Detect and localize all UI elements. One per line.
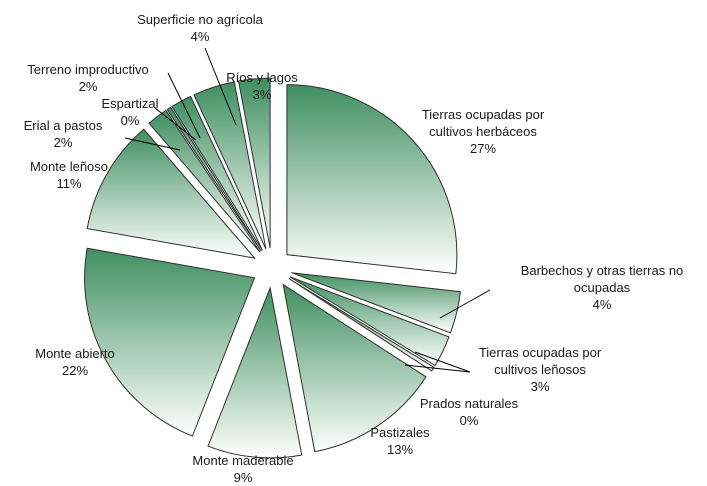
pie-slice xyxy=(148,109,261,253)
slice-percent: 0% xyxy=(121,113,140,128)
pie-slice xyxy=(166,106,262,252)
slice-percent: 3% xyxy=(253,87,272,102)
slice-label: Barbechos y otras tierras no ocupadas 4% xyxy=(521,263,684,312)
leader-line xyxy=(404,364,471,373)
leader-line xyxy=(167,72,201,139)
slice-name: Monte maderable xyxy=(192,453,293,468)
pie-slice xyxy=(207,286,303,459)
slice-label: Monte leñoso 11% xyxy=(30,159,108,191)
slice-name: Monte leñoso xyxy=(30,159,108,174)
slice-label: Tierras ocupadas por cultivos herbáceos 27… xyxy=(422,107,545,156)
leader-line xyxy=(414,351,471,373)
slice-label: Monte abierto 22% xyxy=(35,346,115,378)
slice-name: Barbechos y otras tierras no xyxy=(521,263,684,278)
pie-slices xyxy=(84,77,461,459)
slice-name: Pastizales xyxy=(370,425,430,440)
slice-label: Erial a pastos 2% xyxy=(24,118,103,150)
slice-percent: 0% xyxy=(460,413,479,428)
pie-slice xyxy=(86,128,256,259)
pie-slice xyxy=(291,272,461,334)
slice-name: ocupadas xyxy=(574,280,631,295)
slice-percent: 27% xyxy=(470,141,496,156)
slice-label: Espartizal 0% xyxy=(101,96,158,128)
pie-slice xyxy=(288,278,435,372)
pie-slice xyxy=(193,81,267,250)
slice-label: Prados naturales 0% xyxy=(420,396,519,428)
slice-percent: 4% xyxy=(593,297,612,312)
slice-percent: 11% xyxy=(56,176,81,191)
slice-label: Tierras ocupadas por cultivos leñosos 3% xyxy=(479,345,602,394)
slice-label: Pastizales 13% xyxy=(370,425,430,457)
leader-line xyxy=(439,289,491,319)
slice-name: Espartizal xyxy=(101,96,158,111)
pie-slice xyxy=(286,84,458,275)
slice-percent: 9% xyxy=(234,470,253,485)
slice-label: Terreno improductivo 2% xyxy=(27,62,148,94)
leader-line xyxy=(204,47,237,126)
slice-percent: 3% xyxy=(531,379,550,394)
slice-name: cultivos leñosos xyxy=(494,362,586,377)
slice-name: Ríos y lagos xyxy=(226,70,298,85)
slice-name: Erial a pastos xyxy=(24,118,103,133)
pie-slice xyxy=(84,247,256,437)
pie-slice xyxy=(282,283,427,453)
slice-percent: 4% xyxy=(191,29,210,44)
slice-name: Superficie no agrícola xyxy=(137,12,264,27)
slice-label: Superficie no agrícola 4% xyxy=(137,12,264,44)
slice-name: Tierras ocupadas por xyxy=(422,107,545,122)
pie-slice xyxy=(289,276,450,367)
slice-name: Terreno improductivo xyxy=(27,62,148,77)
slice-name: Monte abierto xyxy=(35,346,115,361)
leader-line xyxy=(154,107,197,141)
slice-label: Ríos y lagos 3% xyxy=(226,70,298,102)
slice-name: cultivos herbáceos xyxy=(429,124,537,139)
slice-percent: 22% xyxy=(62,363,88,378)
slice-percent: 2% xyxy=(54,135,73,150)
slice-percent: 13% xyxy=(387,442,413,457)
leader-lines xyxy=(124,47,491,373)
pie-slice xyxy=(237,77,271,249)
slice-name: Tierras ocupadas por xyxy=(479,345,602,360)
pie-slice xyxy=(171,95,263,251)
slice-labels: Tierras ocupadas por cultivos herbáceos 27… xyxy=(24,12,684,485)
slice-label: Monte maderable 9% xyxy=(192,453,293,485)
slice-percent: 2% xyxy=(79,79,98,94)
slice-name: Prados naturales xyxy=(420,396,519,411)
leader-line xyxy=(124,137,181,151)
